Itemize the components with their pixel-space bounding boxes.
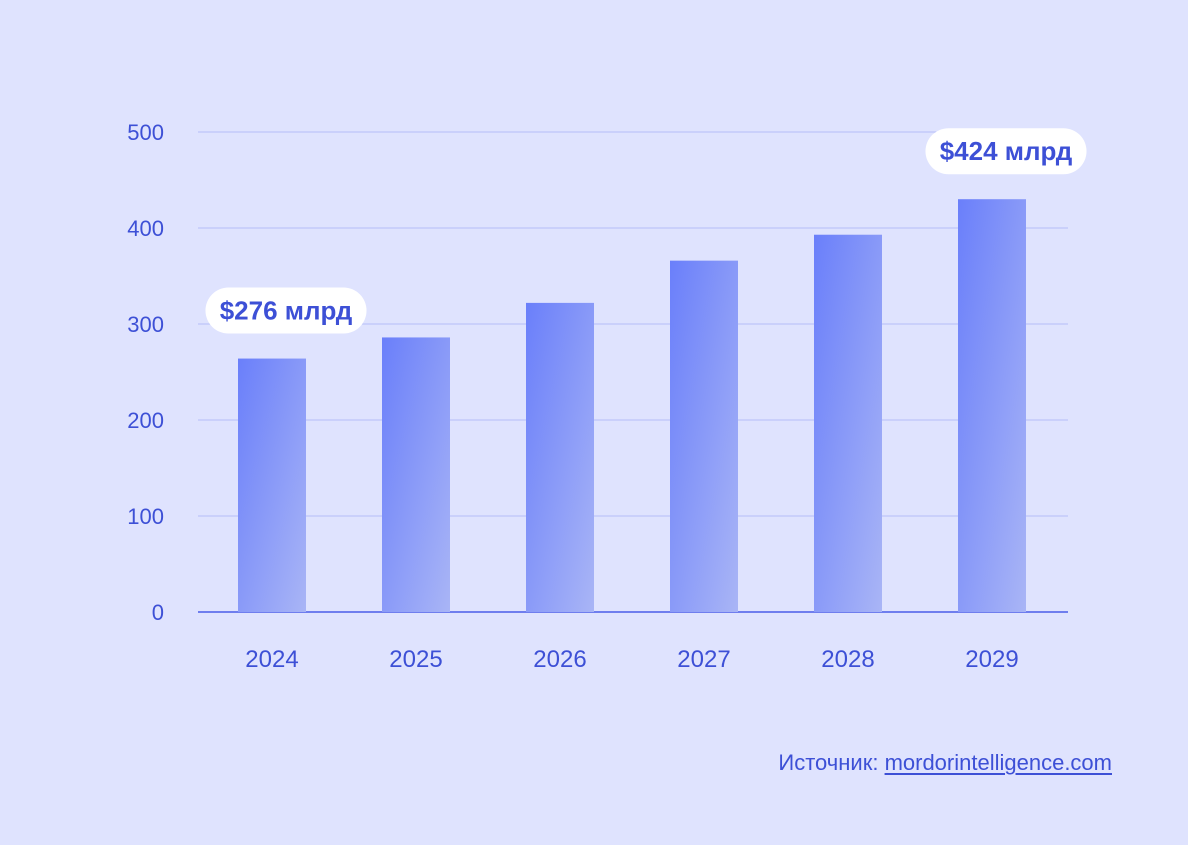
value-callout-pill [925, 128, 1087, 175]
annotations: $276 млрд $424 млрд [205, 128, 1087, 334]
bar-2029 [958, 199, 1026, 612]
source-line: Источник: mordorintelligence.com [778, 750, 1112, 776]
y-tick-label: 400 [127, 216, 164, 241]
x-tick-label: 2026 [533, 646, 586, 673]
bar-2027 [670, 260, 738, 612]
y-tick-label: 100 [127, 504, 164, 529]
bar-2025 [382, 337, 450, 612]
value-callout-text: $276 млрд [220, 296, 353, 326]
y-tick-label: 0 [152, 600, 164, 625]
x-tick-label: 2029 [965, 646, 1018, 673]
source-prefix: Источник: [778, 750, 885, 775]
grid-lines [198, 131, 1068, 613]
x-tick-label: 2028 [821, 646, 874, 673]
bar-2024 [238, 358, 306, 612]
x-tick-label: 2027 [677, 646, 730, 673]
y-tick-label: 300 [127, 312, 164, 337]
bar-2028 [814, 234, 882, 612]
y-axis-ticks: 0 100 200 300 400 500 [127, 120, 164, 625]
x-tick-label: 2025 [389, 646, 442, 673]
value-callout-pill [205, 287, 367, 334]
bar-2026 [526, 302, 594, 612]
y-tick-label: 500 [127, 120, 164, 145]
value-callout-text: $424 млрд [940, 136, 1073, 166]
bars [238, 199, 1026, 612]
x-axis-ticks: 2024 2025 2026 2027 2028 2029 [245, 646, 1018, 673]
value-callout-2029: $424 млрд [925, 128, 1087, 175]
value-callout-2024: $276 млрд [205, 287, 367, 334]
source-link[interactable]: mordorintelligence.com [884, 750, 1112, 775]
y-tick-label: 200 [127, 408, 164, 433]
x-tick-label: 2024 [245, 646, 298, 673]
